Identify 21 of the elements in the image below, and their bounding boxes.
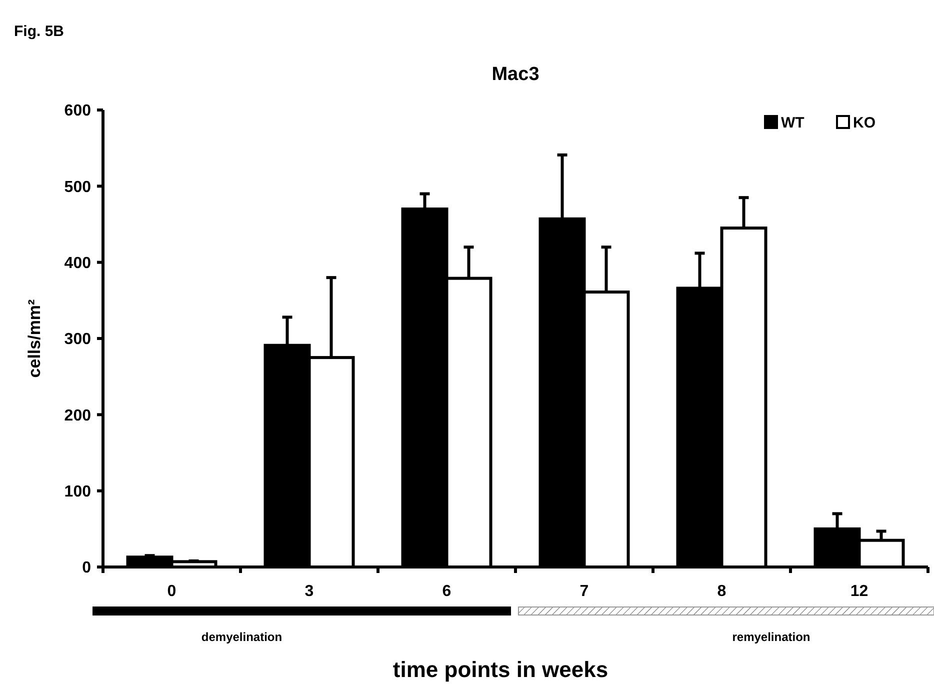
y-tick-label: 400 xyxy=(64,254,92,272)
legend-label: WT xyxy=(781,114,804,132)
text: remyelination xyxy=(732,630,810,644)
caption: Fig. 5B xyxy=(14,23,64,40)
text: demyelination xyxy=(201,630,282,644)
x-tick-label: 12 xyxy=(850,583,868,600)
y-tick-label: 0 xyxy=(82,560,92,577)
y-axis-title: cells/mm² xyxy=(25,298,44,378)
x-tick-label: 0 xyxy=(167,583,176,600)
x-axis-title: time points in weeks xyxy=(392,657,608,682)
x-tick-label: 7 xyxy=(580,583,589,600)
y-tick-label: 300 xyxy=(64,331,92,348)
y-tick-label: 500 xyxy=(64,178,92,196)
y-tick-label: 600 xyxy=(64,102,92,120)
legend-label: KO xyxy=(853,114,876,132)
x-tick-label: 6 xyxy=(442,583,452,600)
x-tick-label: 3 xyxy=(304,583,314,600)
y-tick-label: 200 xyxy=(64,407,92,424)
chart-title: Mac3 xyxy=(492,64,540,85)
y-tick-label: 100 xyxy=(64,483,92,500)
x-tick-label: 8 xyxy=(717,583,726,600)
